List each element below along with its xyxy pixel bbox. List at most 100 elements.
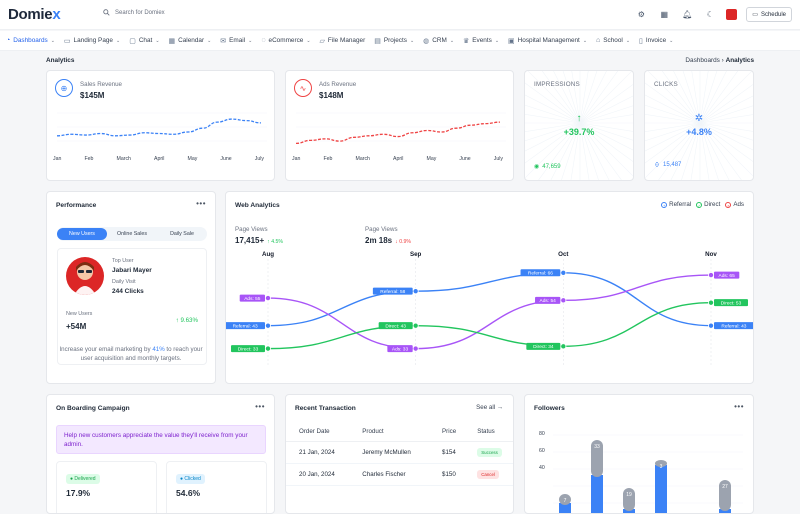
performance-note: Increase your email marketing by 41% to … xyxy=(59,346,203,362)
rays-decoration xyxy=(645,71,753,180)
data-point[interactable] xyxy=(560,343,567,350)
table-row[interactable]: 20 Jan, 2024 Charles Fischer $150 Cancel xyxy=(286,463,513,486)
plus-circle-icon: + xyxy=(661,201,668,208)
nav-item-calendar[interactable]: ▦ Calendar ⌄ xyxy=(169,37,212,45)
data-point[interactable] xyxy=(412,345,419,352)
see-all-link[interactable]: See all → xyxy=(476,404,503,411)
month-label: April xyxy=(393,156,404,162)
y-tick: 40 xyxy=(539,465,545,471)
table-row[interactable]: 21 Jan, 2024 Jeremy McMullen $154 Succes… xyxy=(286,441,513,464)
onboarding-card: On Boarding Campaign ••• Help new custom… xyxy=(46,394,275,514)
nav-item-projects[interactable]: ▤ Projects ⌄ xyxy=(374,37,414,45)
apps-grid-icon[interactable]: ▦ xyxy=(660,10,669,19)
top-user-panel: Top User Jabari Mayer Daily Visit 244 Cl… xyxy=(57,248,207,365)
y-tick: 80 xyxy=(539,431,545,437)
ray-line xyxy=(579,122,599,180)
nav-item-ecommerce[interactable]: ◌ eCommerce ⌄ xyxy=(261,37,310,44)
breadcrumb-current: Analytics xyxy=(725,57,754,64)
legend-referral[interactable]: + Referral xyxy=(661,201,692,208)
tab-daily-sale[interactable]: Daily Sale xyxy=(170,231,194,237)
follower-bar-primary[interactable] xyxy=(655,465,667,514)
ray-line xyxy=(562,71,581,124)
series-line-direct xyxy=(267,301,712,350)
ray-line xyxy=(579,122,610,180)
rays-decoration xyxy=(525,71,633,180)
notification-bell-icon[interactable]: 🔔︎ xyxy=(682,10,693,19)
page-views-duration-value: 2m 18s ↓ 0.9% xyxy=(365,236,412,245)
sales-revenue-card: ⊕ Sales Revenue $145M Jan Feb March April Ma… xyxy=(46,70,275,181)
app-logo[interactable]: Domiex xyxy=(8,6,61,23)
search-bar[interactable]: Search for Domiex xyxy=(103,9,165,16)
dark-mode-moon-icon[interactable]: ☾ xyxy=(706,10,714,19)
col-order-date[interactable]: Order Date xyxy=(286,422,350,442)
follower-bar-secondary[interactable] xyxy=(655,460,667,467)
language-flag-icon[interactable] xyxy=(726,9,738,20)
follower-bar-primary[interactable] xyxy=(591,475,603,514)
ray-line xyxy=(579,122,633,132)
schedule-button[interactable]: ▭ Schedule xyxy=(746,7,792,22)
tab-online-sales[interactable]: Online Sales xyxy=(116,231,148,237)
data-point[interactable] xyxy=(265,345,272,352)
data-point[interactable] xyxy=(707,322,714,329)
nav-item-label: Hospital Management xyxy=(517,37,580,44)
main-nav: ◔ Dashboards ⌄ ▭ Landing Page ⌄ ▢ Chat ⌄ ▦ Calenda… xyxy=(0,31,800,51)
nav-item-school[interactable]: ⌂ School ⌄ xyxy=(596,37,630,44)
ray-line xyxy=(645,122,701,152)
more-options-icon[interactable]: ••• xyxy=(196,199,206,208)
ray-line xyxy=(690,122,701,180)
data-point[interactable] xyxy=(265,322,272,329)
more-options-icon[interactable]: ••• xyxy=(734,402,744,411)
col-product[interactable]: Product xyxy=(349,422,430,442)
search-input[interactable]: Search for Domiex xyxy=(115,9,165,16)
data-point[interactable] xyxy=(707,272,714,279)
nav-item-label: Projects xyxy=(383,37,407,44)
tab-new-users[interactable]: New Users xyxy=(57,228,107,240)
data-point[interactable] xyxy=(560,297,567,304)
ray-line xyxy=(699,122,719,180)
series-line-ads xyxy=(267,274,712,350)
x-circle-icon: × xyxy=(725,201,732,208)
col-price[interactable]: Price xyxy=(429,422,465,442)
month-label: March xyxy=(116,156,131,162)
sales-revenue-label: Sales Revenue xyxy=(80,81,122,88)
ray-line xyxy=(673,71,701,124)
data-point[interactable] xyxy=(265,295,272,302)
breadcrumb-parent[interactable]: Dashboards xyxy=(685,57,720,64)
delivered-card: ● Delivered 17.9% xyxy=(56,461,157,513)
bar-value-label: 3 xyxy=(660,464,663,470)
nav-item-chat[interactable]: ▢ Chat ⌄ xyxy=(129,37,159,45)
legend-ads[interactable]: × Ads xyxy=(725,201,744,208)
legend-direct[interactable]: ✓ Direct xyxy=(696,201,721,208)
nav-item-crm[interactable]: ◍ CRM ⌄ xyxy=(423,37,454,45)
arrow-right-icon: → xyxy=(496,404,503,411)
data-point[interactable] xyxy=(707,299,714,306)
sales-revenue-value: $145M xyxy=(80,91,105,100)
ray-line xyxy=(699,95,753,124)
settings-icon[interactable]: ⚙ xyxy=(637,10,645,19)
calendar-icon: ▭ xyxy=(752,12,758,18)
dashboard-icon: ◔ xyxy=(6,37,11,44)
ray-line xyxy=(699,122,710,180)
data-point[interactable] xyxy=(412,322,419,329)
data-point[interactable] xyxy=(560,269,567,276)
nav-item-landing-page[interactable]: ▭ Landing Page ⌄ xyxy=(64,37,120,45)
more-options-icon[interactable]: ••• xyxy=(255,402,265,411)
ray-line xyxy=(525,122,581,164)
dollar-circle-icon: ⊕ xyxy=(55,79,73,97)
nav-item-email[interactable]: ✉ Email ⌄ xyxy=(220,37,252,45)
series-line-referral xyxy=(267,272,712,327)
data-point[interactable] xyxy=(412,288,419,295)
follower-bar-secondary[interactable] xyxy=(591,440,603,477)
nav-item-invoice[interactable]: ▯ Invoice ⌄ xyxy=(639,37,673,45)
col-status[interactable]: Status xyxy=(464,422,513,442)
crm-icon: ◍ xyxy=(423,37,430,45)
chevron-down-icon: ⌄ xyxy=(248,37,253,44)
nav-item-events[interactable]: ♛ Events ⌄ xyxy=(463,37,499,45)
pulse-icon: ∿ xyxy=(294,79,312,97)
nav-item-file-manager[interactable]: ▱ File Manager xyxy=(320,37,366,45)
briefcase-icon: ▤ xyxy=(374,37,381,45)
nav-item-dashboards[interactable]: ◔ Dashboards ⌄ xyxy=(6,37,55,44)
ray-line xyxy=(699,71,709,124)
nav-item-hospital-management[interactable]: ▣ Hospital Management ⌄ xyxy=(508,37,587,45)
page-title: Analytics xyxy=(46,57,75,64)
